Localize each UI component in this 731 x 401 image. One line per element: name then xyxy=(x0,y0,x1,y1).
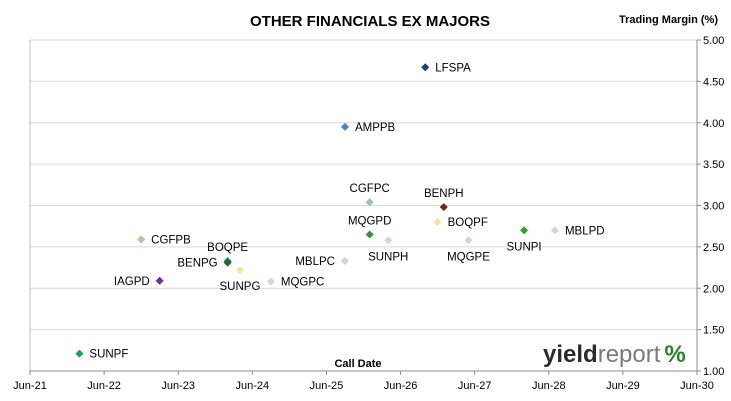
point-benpg-marker xyxy=(223,258,232,267)
y-tick-labels: 1.00 1.50 2.00 2.50 3.00 3.50 4.00 4.50 5.00 xyxy=(703,35,724,378)
point-label: MQGPE xyxy=(447,251,490,263)
brand-logo: yieldreport% xyxy=(543,341,686,368)
point-sunph-marker xyxy=(384,236,393,245)
point-label: CGFPC xyxy=(350,183,390,195)
x-tick-label: Jun-27 xyxy=(458,380,492,392)
point-label: MBLPD xyxy=(565,225,605,237)
y-tick-label: 4.00 xyxy=(703,118,724,130)
point-mqgpc-marker xyxy=(266,277,275,286)
point-label: SUNPH xyxy=(368,251,408,263)
y-tick-label: 2.50 xyxy=(703,242,724,254)
y-tick-label: 3.00 xyxy=(703,201,724,213)
y-tick-label: 1.50 xyxy=(703,325,724,337)
point-iagpd-marker xyxy=(155,276,164,285)
svg-text:yieldreport%: yieldreport% xyxy=(543,341,686,368)
point-cgfpc-marker xyxy=(365,198,374,207)
chart-title: OTHER FINANCIALS EX MAJORS xyxy=(250,13,490,30)
point-sunpi-marker xyxy=(520,226,529,235)
brand-logo-percent: % xyxy=(664,341,685,368)
x-tick-labels: Jun-21 Jun-22 Jun-23 Jun-24 Jun-25 Jun-26 Jun-… xyxy=(13,380,714,392)
point-label: MBLPC xyxy=(295,256,335,268)
x-tick-label: Jun-26 xyxy=(384,380,418,392)
point-label: IAGPD xyxy=(114,276,150,288)
point-label: AMPPB xyxy=(355,122,396,134)
x-tick-label: Jun-24 xyxy=(236,380,270,392)
point-label: BENPH xyxy=(424,188,464,200)
point-sunpf-marker xyxy=(75,349,84,358)
point-sunpg-marker xyxy=(235,266,245,275)
point-cgfpb-marker xyxy=(137,235,146,244)
brand-logo-yield: yield xyxy=(543,341,598,368)
data-points: LFSPA AMPPB CGFPC BENPH BOQPF MQGPD SUNPH MQGPE… xyxy=(75,62,605,361)
point-label: BOQPF xyxy=(448,217,488,229)
point-mqgpe-marker xyxy=(464,236,473,245)
y-tick-label: 3.50 xyxy=(703,159,724,171)
y-tick-label: 1.00 xyxy=(703,366,724,378)
x-tick-label: Jun-22 xyxy=(87,380,121,392)
point-amppb-marker xyxy=(340,122,349,131)
point-label: MQGPD xyxy=(348,215,391,227)
point-label: SUNPF xyxy=(89,349,128,361)
point-label: LFSPA xyxy=(435,62,471,74)
point-label: CGFPB xyxy=(151,234,191,246)
point-label: SUNPG xyxy=(220,281,261,293)
point-label: MQGPC xyxy=(281,277,324,289)
gridlines xyxy=(30,39,697,331)
x-tick-label: Jun-28 xyxy=(532,380,566,392)
x-tick-label: Jun-30 xyxy=(680,380,714,392)
point-benph-marker xyxy=(439,203,448,212)
point-boqpf-marker xyxy=(433,218,442,227)
x-tick-label: Jun-21 xyxy=(13,380,47,392)
point-mblpc-marker xyxy=(340,256,349,265)
y-tick-label: 5.00 xyxy=(703,35,724,47)
y-tick-label: 4.50 xyxy=(703,76,724,88)
point-label: BENPG xyxy=(177,258,217,270)
x-tick-label: Jun-29 xyxy=(606,380,640,392)
axes xyxy=(29,39,701,375)
x-tick-label: Jun-25 xyxy=(310,380,344,392)
x-axis-label: Call Date xyxy=(334,358,381,370)
point-label: SUNPI xyxy=(506,241,541,253)
y-axis-label: Trading Margin (%) xyxy=(619,14,718,26)
y-tick-label: 2.00 xyxy=(703,283,724,295)
point-mblpd-marker xyxy=(550,226,559,235)
point-lfspa-marker xyxy=(421,63,430,72)
x-tick-label: Jun-23 xyxy=(161,380,195,392)
point-mqgpd-marker xyxy=(365,230,374,239)
point-label: BOQPE xyxy=(207,242,248,254)
brand-logo-report: report xyxy=(598,341,661,368)
